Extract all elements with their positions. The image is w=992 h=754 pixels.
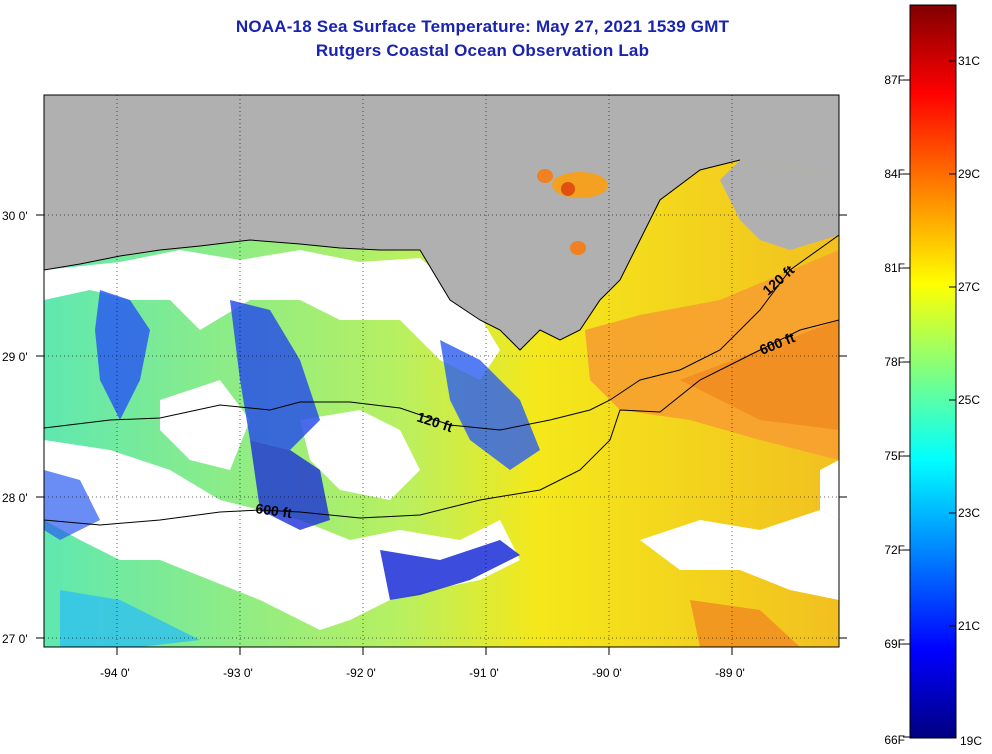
y-tick-label: 28 0' (2, 491, 28, 505)
x-tick-label: -91 0' (469, 666, 499, 680)
fahrenheit-label: 87F (884, 73, 905, 87)
fahrenheit-label: 75F (884, 449, 905, 463)
celsius-label: 31C (958, 54, 980, 68)
fahrenheit-label: 69F (884, 637, 905, 651)
colorbar: 87F 84F 81F 78F 75F 72F 69F 66F 31C 29C … (884, 4, 982, 748)
fahrenheit-label: 81F (884, 261, 905, 275)
x-tick-label: -93 0' (223, 666, 253, 680)
celsius-label: 29C (958, 167, 980, 181)
contour-label: 600 ft (255, 500, 294, 521)
colorbar-gradient (909, 4, 957, 739)
map-title: NOAA-18 Sea Surface Temperature: May 27,… (235, 17, 730, 36)
x-tick-label: -89 0' (715, 666, 745, 680)
map-grid (44, 95, 839, 647)
celsius-label: 19C (960, 734, 982, 748)
celsius-label: 23C (958, 506, 980, 520)
map-panel: 120 ft 600 ft 120 ft 600 ft (44, 95, 839, 647)
x-tick-label: -94 0' (100, 666, 130, 680)
fahrenheit-label: 84F (884, 167, 905, 181)
axis-ticks (36, 214, 847, 655)
celsius-label: 21C (958, 619, 980, 633)
fahrenheit-label: 78F (884, 355, 905, 369)
map-frame (43, 94, 840, 648)
map-subtitle: Rutgers Coastal Ocean Observation Lab (315, 41, 650, 60)
fahrenheit-label: 72F (884, 543, 905, 557)
y-tick-label: 27 0' (2, 632, 28, 646)
celsius-label: 27C (958, 280, 980, 294)
y-tick-label: 30 0' (2, 209, 28, 223)
celsius-label: 25C (958, 393, 980, 407)
x-tick-label: -90 0' (592, 666, 622, 680)
fahrenheit-label: 66F (884, 733, 905, 747)
y-tick-label: 29 0' (2, 350, 28, 364)
x-tick-label: -92 0' (346, 666, 376, 680)
